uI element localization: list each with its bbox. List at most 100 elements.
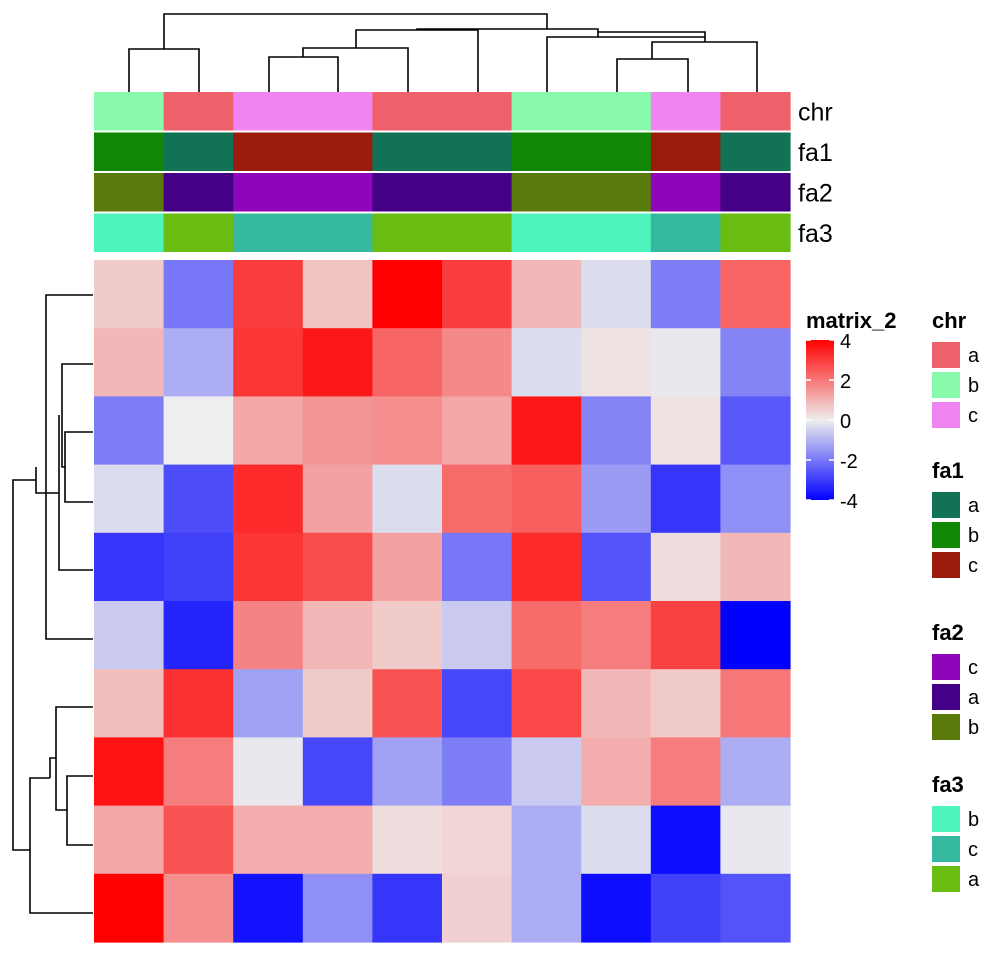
fa2-annotation-cell (163, 173, 234, 212)
row-dendro-link (29, 777, 93, 914)
heatmap-cell (233, 260, 304, 329)
fa3-annotation-label: fa3 (798, 220, 833, 248)
fa3-annotation-cell (511, 213, 582, 252)
heatmap-cell (442, 532, 513, 602)
heatmap-cell (372, 532, 443, 602)
heatmap-cell (372, 601, 443, 670)
heatmap-cell (163, 873, 234, 943)
heatmap-cell (163, 328, 234, 397)
heatmap-cell (372, 464, 443, 534)
heatmap-cell (163, 805, 234, 875)
chr-annotation-cell (442, 92, 513, 131)
chr-legend-label: c (968, 405, 978, 427)
heatmap-cell (650, 737, 721, 807)
chr-legend-label: a (968, 345, 980, 367)
fa1-annotation-cell (581, 132, 652, 171)
heatmap-cell (720, 396, 791, 466)
fa1-annotation-cell (442, 132, 513, 171)
chr-annotation-cell (720, 92, 791, 131)
heatmap-cell (511, 601, 582, 670)
heatmap-cell (442, 601, 513, 670)
heatmap-cell (511, 873, 582, 943)
col-dendro-link (651, 41, 758, 92)
heatmap-cell (650, 805, 721, 875)
fa2-legend-title: fa2 (932, 620, 964, 645)
heatmap-cell (233, 396, 304, 466)
fa1-annotation-cell (720, 132, 791, 171)
fa1-legend-label: c (968, 555, 978, 577)
fa3-annotation-cell (442, 213, 513, 252)
fa1-legend-label: a (968, 495, 980, 517)
fa2-annotation-cell (372, 173, 443, 212)
heatmap-cell (233, 737, 304, 807)
row-dendro-link (35, 467, 59, 494)
heatmap-cell (720, 669, 791, 738)
heatmap-cell (163, 532, 234, 602)
fa2-annotation-cell (650, 173, 721, 212)
fa3-annotation-cell (163, 213, 234, 252)
row-dendro-link (12, 479, 36, 851)
chr-annotation-cell (581, 92, 652, 131)
colorbar-tick-label: -2 (840, 451, 858, 473)
row-dendro-link (61, 363, 93, 468)
heatmap-cell (163, 601, 234, 670)
fa2-legend-label: b (968, 717, 979, 739)
fa1-legend-label: b (968, 525, 979, 547)
fa3-legend-swatch (932, 866, 960, 892)
heatmap-cell (302, 396, 373, 466)
heatmap-cell (511, 396, 582, 466)
row-dendrogram (12, 294, 93, 914)
heatmap-cell (372, 396, 443, 466)
heatmap-cell (511, 669, 582, 738)
heatmap-cell (581, 669, 652, 738)
column-dendrogram (128, 13, 758, 92)
fa1-legend-swatch (932, 552, 960, 578)
heatmap-cell (581, 464, 652, 534)
heatmap-cell (372, 328, 443, 397)
heatmap-cell (442, 396, 513, 466)
fa2-annotation-cell (94, 173, 165, 212)
chr-annotation-cell (650, 92, 721, 131)
heatmap-cell (163, 669, 234, 738)
heatmap-cell (442, 328, 513, 397)
fa3-annotation-cell (581, 213, 652, 252)
col-dendro-link (597, 31, 706, 42)
heatmap-cell (442, 805, 513, 875)
heatmap-cell (94, 464, 165, 534)
heatmap-cell (581, 532, 652, 602)
heatmap-cell (233, 532, 304, 602)
heatmap-cell (581, 805, 652, 875)
heatmap-cell (302, 532, 373, 602)
fa3-legend-label: a (968, 869, 980, 891)
fa2-annotation-cell (442, 173, 513, 212)
heatmap-cell (511, 737, 582, 807)
heatmap-cell (233, 464, 304, 534)
fa3-annotation-cell (233, 213, 304, 252)
heatmap-cell (511, 260, 582, 329)
heatmap-cell (94, 805, 165, 875)
heatmap-cell (94, 260, 165, 329)
heatmap-cell (581, 260, 652, 329)
chr-legend-swatch (932, 372, 960, 398)
heatmap-cell (233, 669, 304, 738)
heatmap-cell (372, 669, 443, 738)
col-dendro-link (163, 13, 548, 49)
heatmap-cell (720, 601, 791, 670)
fa1-annotation-cell (163, 132, 234, 171)
row-dendro-link (64, 431, 93, 503)
heatmap-cell (650, 328, 721, 397)
heatmap-cell (163, 737, 234, 807)
fa1-annotation-cell (650, 132, 721, 171)
col-dendro-link (128, 48, 200, 92)
heatmap-cell (650, 873, 721, 943)
chr-legend-swatch (932, 342, 960, 368)
fa2-annotation-cell (720, 173, 791, 212)
heatmap-cell (372, 260, 443, 329)
heatmap-cell (233, 873, 304, 943)
heatmap-cell (94, 601, 165, 670)
colorbar-tick-label: 2 (840, 371, 851, 393)
row-dendro-link (49, 757, 56, 778)
heatmap-cell (302, 601, 373, 670)
heatmap-cell (720, 532, 791, 602)
